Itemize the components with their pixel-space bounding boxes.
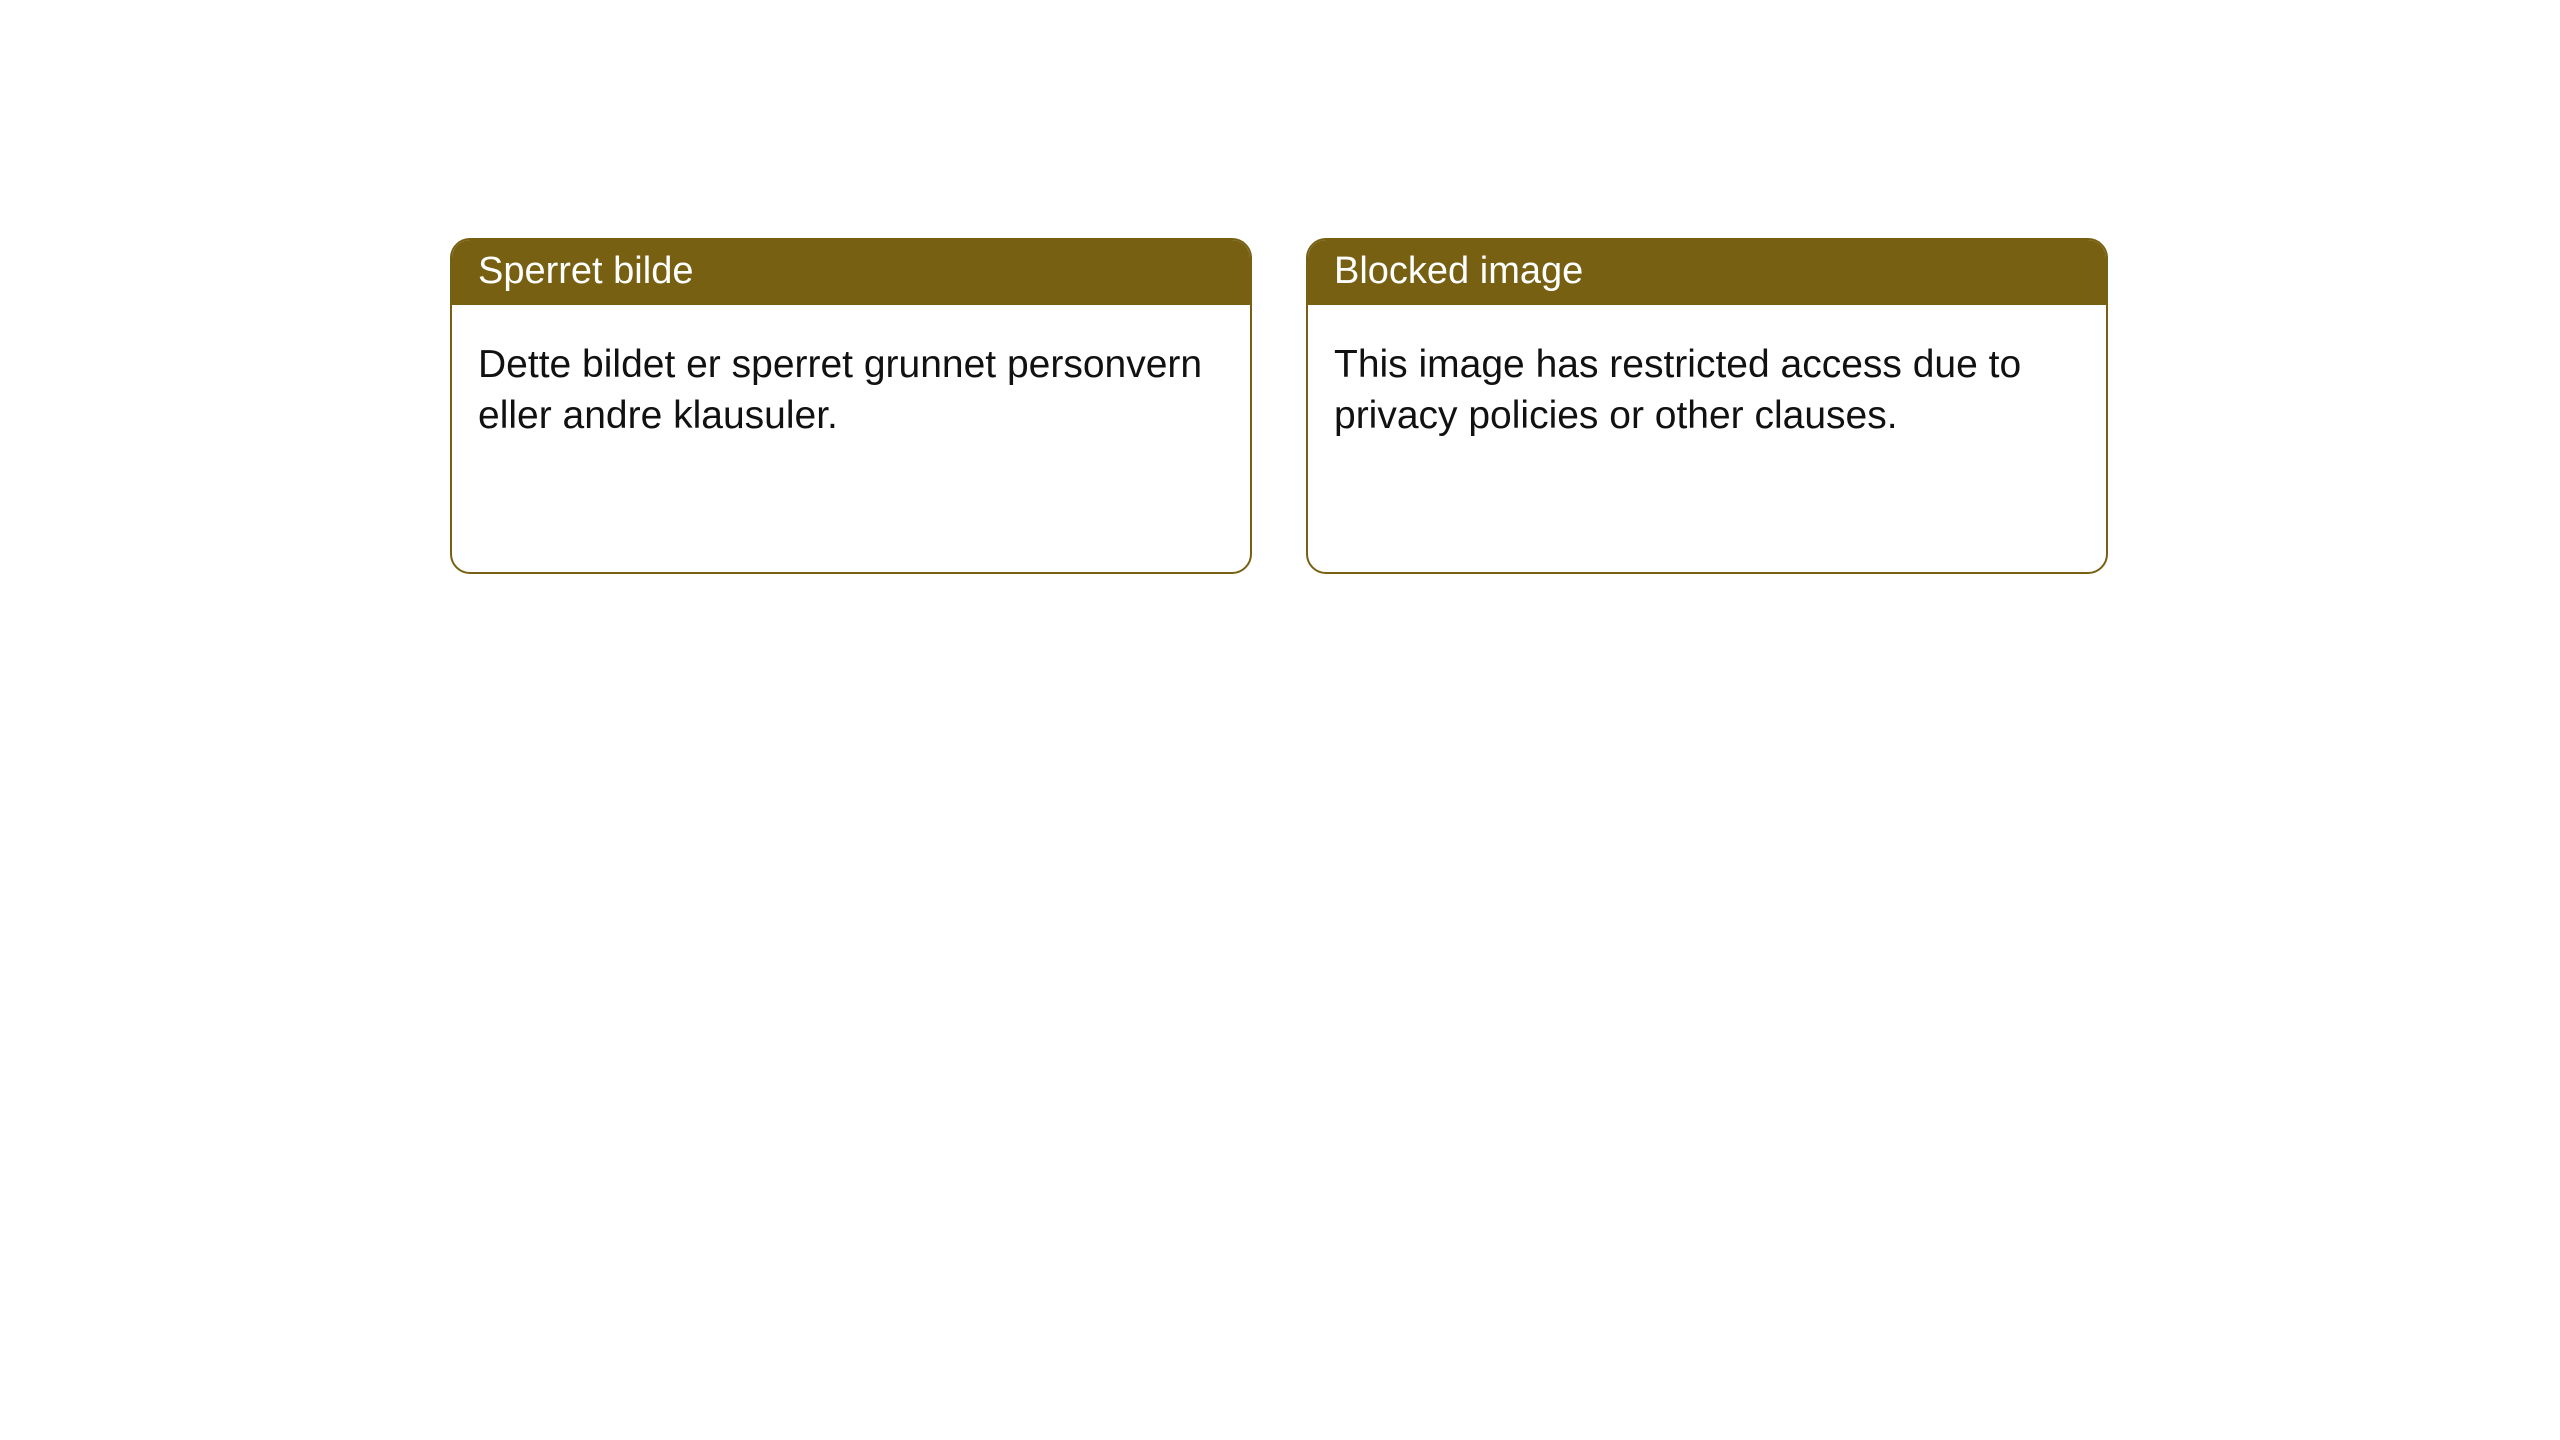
- notice-cards-row: Sperret bilde Dette bildet er sperret gr…: [0, 0, 2560, 574]
- notice-card-body: Dette bildet er sperret grunnet personve…: [452, 305, 1250, 476]
- notice-card-title: Sperret bilde: [452, 240, 1250, 305]
- notice-card-no: Sperret bilde Dette bildet er sperret gr…: [450, 238, 1252, 574]
- notice-card-body: This image has restricted access due to …: [1308, 305, 2106, 476]
- notice-card-en: Blocked image This image has restricted …: [1306, 238, 2108, 574]
- notice-card-title: Blocked image: [1308, 240, 2106, 305]
